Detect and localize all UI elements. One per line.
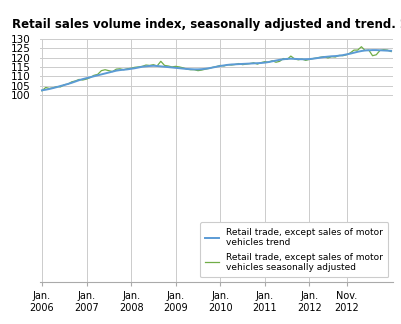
Legend: Retail trade, except sales of motor
vehicles trend, Retail trade, except sales o: Retail trade, except sales of motor vehi… [200, 222, 389, 277]
Text: Retail sales volume index, seasonally adjusted and trend. 2006-2012: Retail sales volume index, seasonally ad… [12, 18, 401, 31]
